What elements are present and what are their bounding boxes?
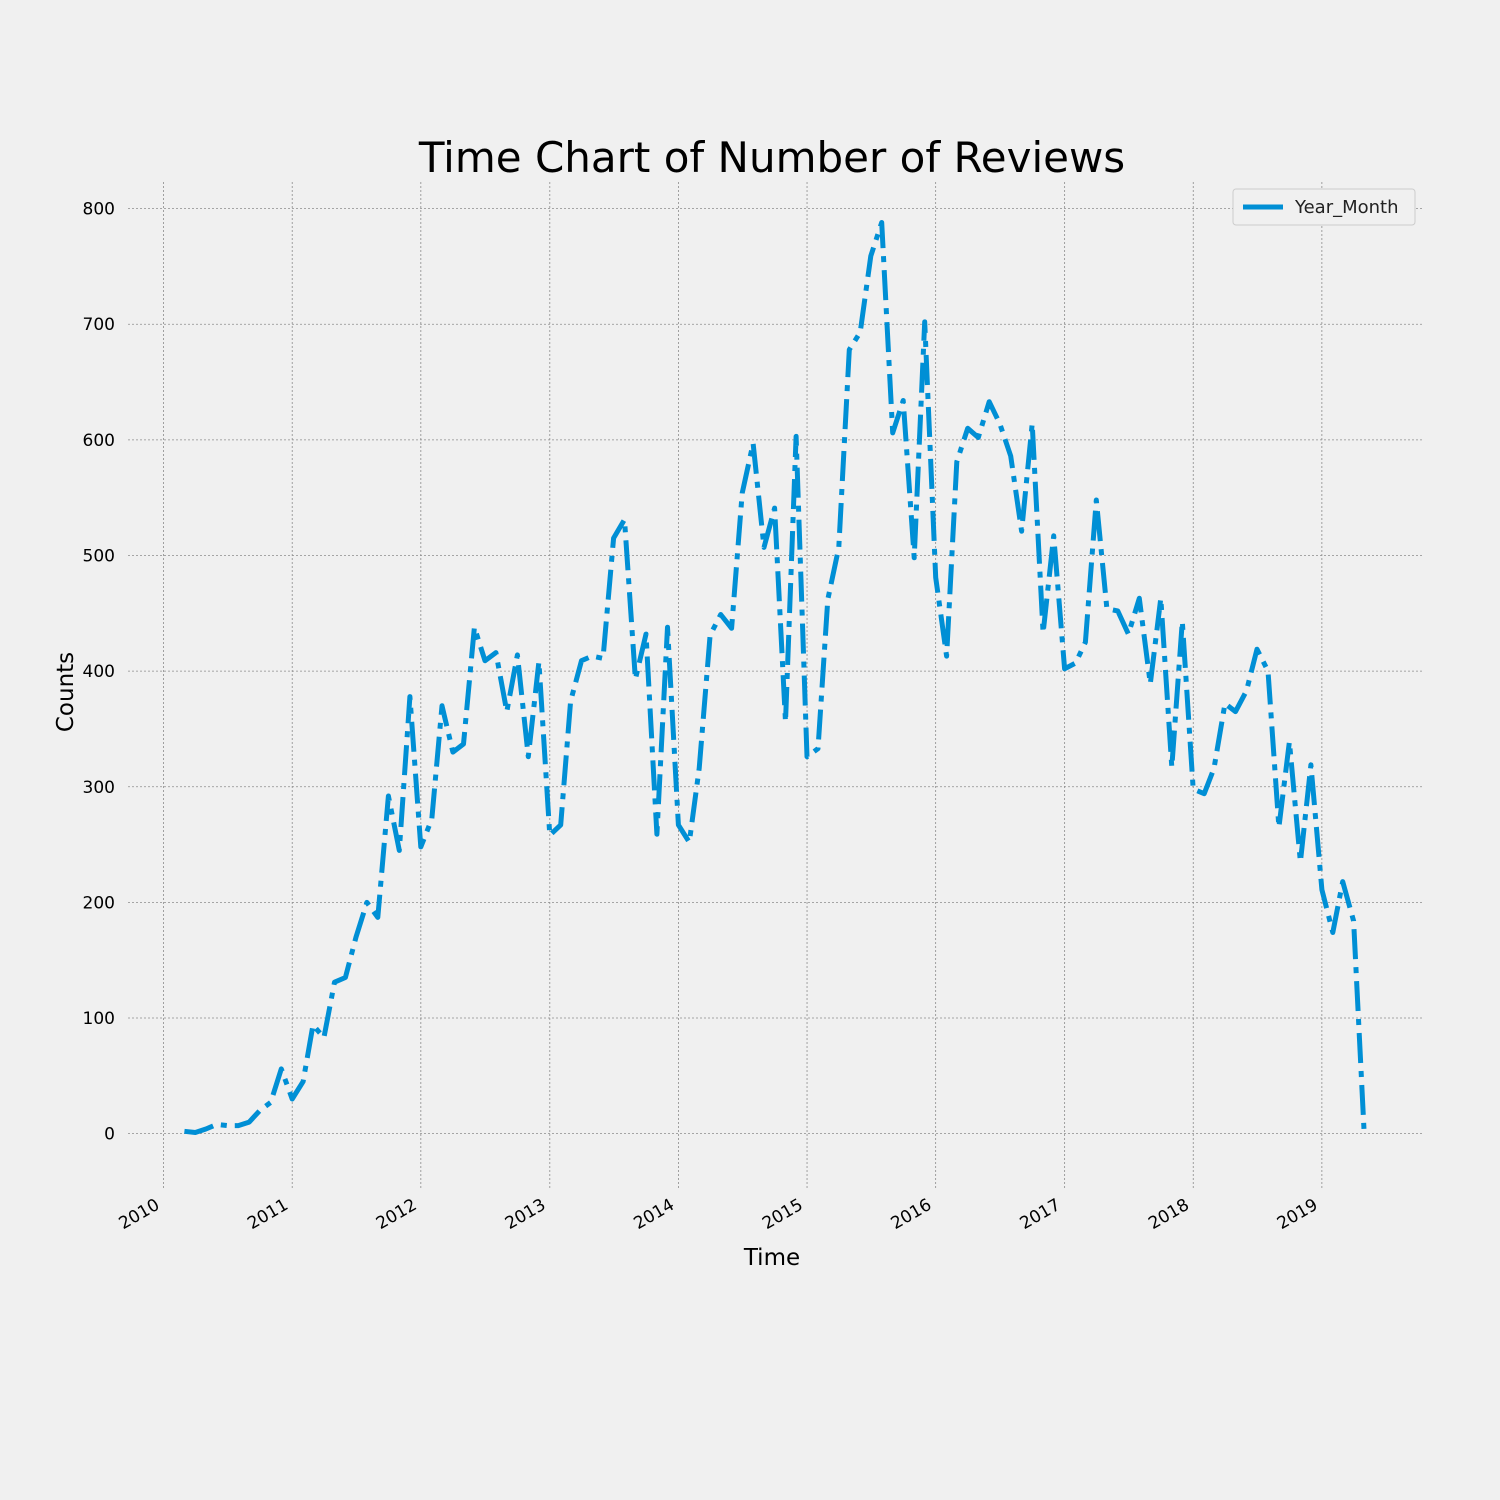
- y-tick-label: 600: [83, 431, 115, 451]
- x-tick-label: 2012: [373, 1195, 420, 1234]
- x-tick-label: 2011: [244, 1195, 291, 1234]
- y-tick-label: 0: [104, 1125, 115, 1145]
- y-tick-label: 300: [83, 778, 115, 798]
- x-tick-label: 2010: [116, 1195, 163, 1234]
- y-tick-label: 500: [83, 546, 115, 566]
- y-tick-label: 100: [83, 1009, 115, 1029]
- y-tick-label: 200: [83, 893, 115, 913]
- x-tick-label: 2019: [1274, 1195, 1321, 1234]
- x-tick-label: 2015: [759, 1195, 806, 1234]
- x-tick-label: 2016: [888, 1195, 935, 1234]
- x-tick-label: 2018: [1145, 1195, 1192, 1234]
- y-axis-label: Counts: [53, 652, 79, 732]
- chart-title: Time Chart of Number of Reviews: [418, 133, 1125, 182]
- legend-box: [1232, 188, 1416, 226]
- legend-label: Year_Month: [1294, 197, 1399, 218]
- grid: [128, 182, 1423, 1188]
- y-axis-ticks: 0 100 200 300 400 500 600 700 800: [83, 200, 115, 1145]
- legend: Year_Month: [1232, 188, 1416, 226]
- x-tick-label: 2017: [1017, 1195, 1064, 1234]
- y-tick-label: 800: [83, 200, 115, 220]
- x-tick-label: 2014: [630, 1195, 677, 1234]
- y-tick-label: 400: [83, 662, 115, 682]
- x-tick-label: 2013: [502, 1195, 549, 1234]
- x-axis-ticks: 2010 2011 2012 2013 2014 2015 2016 2017 2018 2019: [116, 1195, 1322, 1234]
- series-layer: [184, 220, 1367, 1135]
- series-line-year-month: [184, 220, 1367, 1135]
- x-axis-label: Time: [743, 1245, 800, 1271]
- y-tick-label: 700: [83, 315, 115, 335]
